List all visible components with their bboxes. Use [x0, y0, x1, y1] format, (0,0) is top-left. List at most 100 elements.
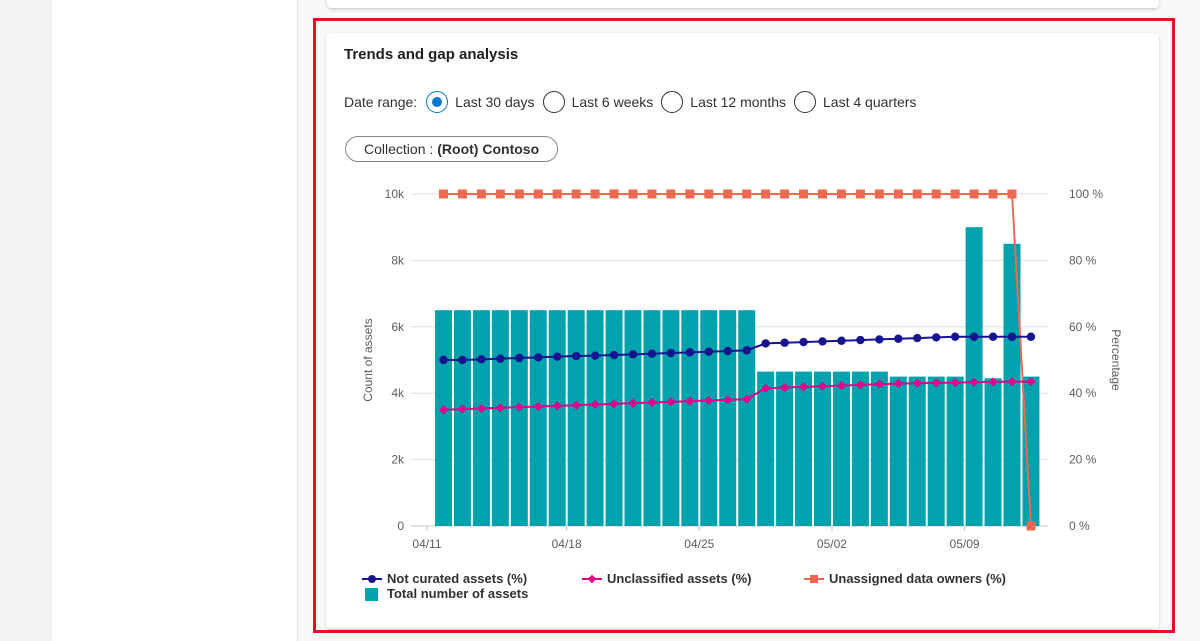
y-left-tick-label: 6k [391, 320, 405, 334]
not-curated-point [704, 347, 713, 356]
not-curated-point [458, 355, 467, 365]
bar-total-assets [605, 310, 623, 526]
unassigned-owners-point [476, 189, 486, 199]
bar-total-assets [529, 310, 547, 526]
y-right-tick-label: 100 % [1069, 187, 1103, 201]
unassigned-owners-point [647, 189, 657, 199]
unclassified-point [988, 377, 998, 387]
bar-total-assets [814, 371, 831, 526]
radio-circle-icon [542, 91, 565, 113]
unassigned-owners-point [988, 189, 998, 199]
bar-total-assets [927, 376, 945, 526]
radio-label: Last 6 weeks [571, 94, 654, 110]
unclassified-point [836, 381, 846, 391]
unassigned-owners-point [836, 189, 846, 199]
y-left-tick-label: 4k [391, 386, 405, 400]
unassigned-owners-point [723, 189, 733, 199]
unassigned-owners-point [969, 189, 979, 199]
unassigned-owners-point [685, 189, 695, 199]
unassigned-owners-point [590, 189, 600, 199]
legend-not-curated[interactable]: Not curated assets (%) [362, 571, 527, 586]
unclassified-point [723, 395, 733, 405]
y-right-axis-title: Percentage [1109, 329, 1123, 391]
unassigned-owners-point [628, 189, 638, 199]
y-left-axis-title: Count of assets [361, 318, 375, 401]
bar-total-assets [946, 376, 964, 526]
bar-total-assets [851, 371, 869, 526]
y-left-tick-label: 8k [391, 253, 405, 267]
unclassified-point [874, 379, 884, 389]
unclassified-point [571, 400, 581, 410]
x-tick-label: 05/09 [950, 537, 980, 551]
not-curated-point [1007, 332, 1017, 341]
collection-filter-pill[interactable]: Collection : (Root) Contoso [345, 136, 559, 162]
radio-last-12-months[interactable]: Last 12 months [661, 91, 786, 113]
not-curated-point [894, 334, 903, 343]
bar-total-assets [586, 310, 604, 526]
not-curated-point [666, 348, 676, 358]
not-curated-point [837, 336, 846, 345]
bar-total-assets [510, 310, 528, 526]
not-curated-point [875, 335, 884, 344]
unassigned-owners-point [457, 189, 467, 199]
unassigned-owners-point [1026, 521, 1036, 531]
bar-total-assets [624, 310, 642, 526]
radio-last-30-days[interactable]: Last 30 days [426, 91, 535, 113]
not-curated-point [571, 351, 581, 361]
y-left-tick-label: 0 [397, 519, 404, 533]
radio-label: Last 4 quarters [823, 94, 917, 110]
legend-line-marker-icon [804, 574, 824, 583]
legend-unassigned[interactable]: Unassigned data owners (%) [804, 571, 1006, 586]
not-curated-point [534, 353, 543, 362]
bar-total-assets [700, 310, 718, 526]
bar-total-assets [965, 227, 983, 526]
unclassified-point [893, 379, 903, 389]
radio-circle-icon [661, 91, 684, 113]
not-curated-point [799, 337, 808, 347]
not-curated-point [515, 353, 524, 363]
legend-label: Unassigned data owners (%) [829, 571, 1006, 586]
not-curated-point [590, 351, 600, 360]
legend-total-assets[interactable]: Total number of assets [362, 586, 528, 601]
not-curated-point [609, 350, 619, 360]
date-range-label: Date range: [344, 94, 418, 110]
unclassified-point [969, 377, 979, 387]
unassigned-owners-point [666, 189, 676, 199]
y-right-tick-label: 60 % [1069, 320, 1097, 334]
not-curated-point [780, 338, 789, 347]
bar-total-assets [681, 310, 699, 526]
radio-last-4-quarters[interactable]: Last 4 quarters [794, 91, 916, 113]
bar-total-assets [757, 371, 775, 526]
not-curated-point [932, 333, 941, 342]
not-curated-point [477, 355, 486, 364]
bar-total-assets [491, 310, 509, 526]
legend-line-marker-icon [362, 574, 382, 583]
unclassified-point [685, 396, 695, 406]
legend-label: Not curated assets (%) [387, 571, 528, 586]
unassigned-owners-point [761, 189, 771, 199]
bar-total-assets [738, 310, 756, 526]
unassigned-owners-point [893, 189, 903, 199]
x-tick-label: 04/25 [684, 537, 714, 551]
not-curated-point [1026, 332, 1036, 341]
navigation-pane [52, 0, 298, 641]
unassigned-owners-point [742, 189, 752, 199]
not-curated-point [628, 350, 638, 359]
not-curated-point [856, 335, 865, 345]
unassigned-owners-point [1007, 189, 1017, 199]
x-tick-label: 04/11 [412, 537, 441, 551]
y-right-tick-label: 0 % [1069, 519, 1090, 533]
unclassified-point [438, 405, 449, 415]
unclassified-point [799, 382, 809, 392]
not-curated-point [496, 354, 505, 363]
radio-last-6-weeks[interactable]: Last 6 weeks [542, 91, 654, 113]
radio-circle-icon [794, 91, 817, 113]
bar-total-assets [453, 310, 471, 526]
previous-card [327, 0, 1159, 8]
unassigned-owners-point [439, 189, 448, 199]
bar-total-assets [643, 310, 661, 526]
legend-unclassified[interactable]: Unclassified assets (%) [582, 571, 752, 586]
y-right-tick-label: 40 % [1069, 386, 1097, 400]
bar-total-assets [567, 310, 585, 526]
unassigned-owners-point [818, 189, 827, 199]
